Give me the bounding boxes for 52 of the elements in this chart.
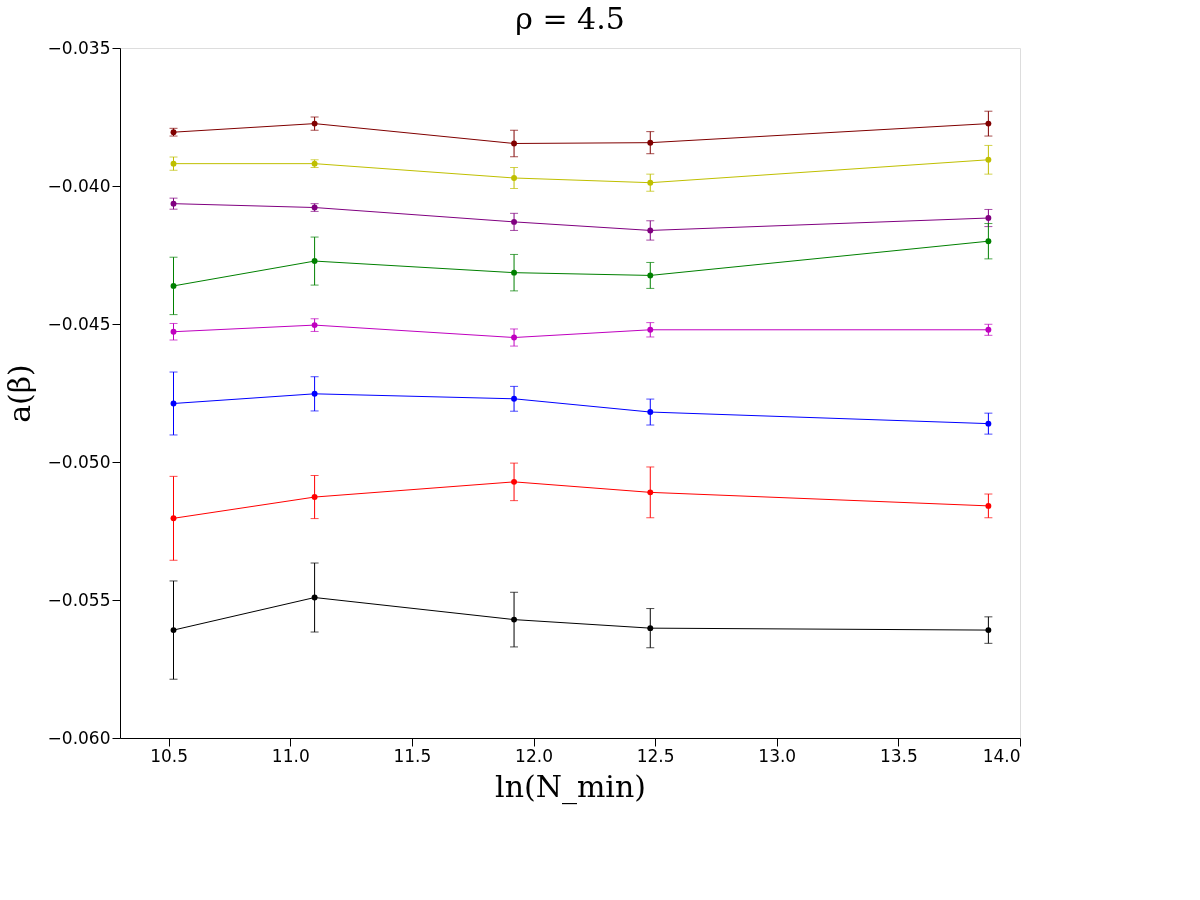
point [647,227,654,234]
y-tick-label: −0.055 [47,589,111,610]
point [985,420,992,427]
y-tick-label: −0.050 [47,451,111,472]
x-tick-label: 12.0 [515,745,553,766]
y-tick-label: −0.045 [47,313,111,334]
point [647,139,654,146]
point [511,140,518,147]
x-tick-label: 11.5 [393,745,432,766]
point [511,175,518,181]
point [985,215,992,221]
point [647,179,654,186]
point [647,489,654,496]
point [311,594,318,601]
x-tick-label: 13.5 [879,745,918,766]
point [170,400,177,407]
point [985,502,992,509]
y-tick-label: −0.040 [47,175,111,196]
point [170,328,177,335]
point [170,627,177,634]
chart-title: ρ = 4.5 [515,1,625,36]
point [311,258,318,265]
point [170,160,177,167]
point [311,120,318,127]
point [170,515,177,522]
y-tick-label: −0.060 [47,727,111,748]
point [647,409,654,415]
y-axis-title: a(β) [1,364,37,423]
x-tick-label: 12.5 [636,745,675,766]
point [511,334,518,341]
y-tick-label: −0.035 [47,37,111,58]
x-axis-title: ln(N_min) [495,768,646,805]
point [311,322,318,329]
point [647,625,654,632]
point [511,478,518,485]
point [511,616,518,623]
point [985,238,992,245]
point [647,326,654,333]
x-tick-label: 11.0 [271,745,310,766]
x-tick-label: 14.0 [982,745,1021,766]
point [647,272,654,279]
point [311,494,318,500]
point [511,395,518,402]
point [985,627,992,634]
point [511,269,518,276]
point [985,156,992,163]
point [985,120,992,127]
point [170,282,177,289]
point [511,218,518,225]
x-tick-label: 10.5 [150,745,189,766]
x-tick-label: 13.0 [758,745,797,766]
point [311,390,318,397]
